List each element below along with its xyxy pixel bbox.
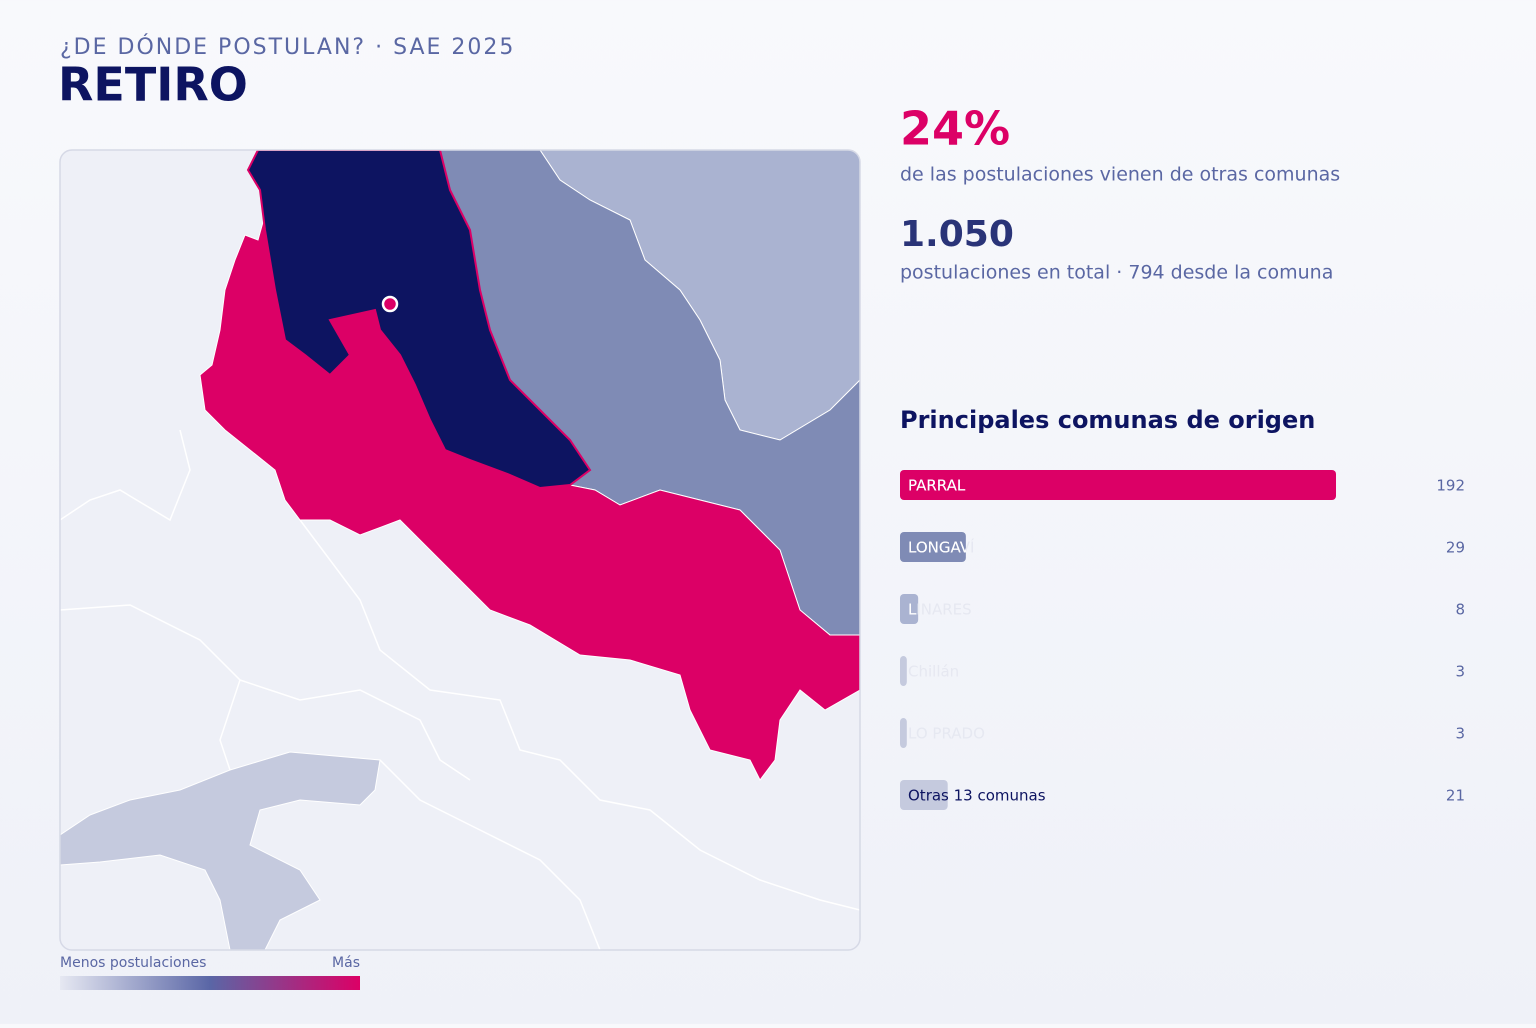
region — [60, 751, 381, 950]
bar-label: PARRAL — [908, 477, 966, 495]
total-value: 1.050 — [900, 214, 1014, 255]
value-label: 3 — [1455, 663, 1465, 681]
bar-label: LINARES — [908, 601, 972, 619]
bar — [900, 470, 1336, 500]
map-frame — [59, 149, 861, 951]
share-text: de las postulaciones vienen de otras com… — [900, 164, 1340, 186]
kicker: ¿DE DÓNDE POSTULAN? · SAE 2025 — [60, 34, 515, 60]
bar-label-faint: PARRAL — [908, 477, 966, 495]
value-label: 8 — [1455, 601, 1465, 619]
title: RETIRO — [58, 58, 248, 112]
share-value: 24% — [900, 102, 1010, 156]
bar — [900, 780, 948, 810]
chart-title: Principales comunas de origen — [900, 406, 1315, 434]
value-label: 192 — [1436, 477, 1465, 495]
bar — [900, 594, 919, 624]
value-label: 29 — [1446, 539, 1465, 557]
map — [60, 150, 860, 950]
bar — [900, 532, 966, 562]
legend-gradient — [60, 976, 360, 990]
bar — [900, 718, 907, 748]
bar-label: LONGAVÍ — [908, 538, 974, 557]
value-label: 3 — [1455, 725, 1465, 743]
bar-label-faint: Chillán — [908, 663, 959, 681]
bar — [900, 656, 907, 686]
borders — [60, 429, 860, 950]
location-marker — [381, 295, 399, 313]
legend-low: Menos postulaciones — [60, 955, 206, 971]
bar-label-faint: LONGAVÍ — [908, 538, 974, 557]
bar-label-faint: LINARES — [908, 601, 972, 619]
total-text: postulaciones en total · 794 desde la co… — [900, 262, 1333, 284]
legend-high: Más — [332, 955, 360, 971]
region-retiro — [246, 150, 592, 490]
bar-label: Otras 13 comunas — [908, 787, 1046, 805]
value-label: 21 — [1446, 787, 1465, 805]
bar-label-faint: LO PRADO — [908, 725, 985, 743]
